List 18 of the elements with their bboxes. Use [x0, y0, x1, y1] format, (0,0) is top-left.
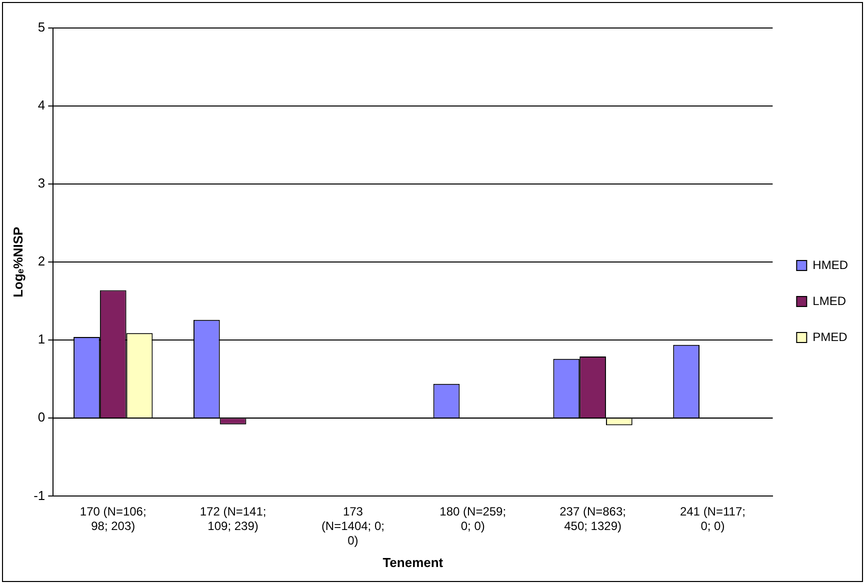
legend-label: HMED	[812, 258, 848, 272]
x-tick-label: 180 (N=259; 0; 0)	[440, 504, 506, 534]
legend-label: PMED	[812, 330, 848, 344]
x-tick-label: 173 (N=1404; 0; 0)	[321, 504, 384, 548]
y-tick-label: 1	[38, 332, 46, 347]
y-axis-title: Logₑ%NISP	[10, 226, 26, 298]
y-tick-label: -1	[34, 488, 46, 503]
y-tick-label: 3	[38, 176, 46, 191]
x-tick-label: 170 (N=106; 98; 203)	[80, 504, 146, 534]
x-tick-label: 241 (N=117; 0; 0)	[680, 504, 746, 534]
x-axis-title: Tenement	[382, 554, 444, 570]
x-tick-label: 237 (N=863; 450; 1329)	[560, 504, 626, 534]
x-tick-label: 172 (N=141; 109; 239)	[200, 504, 266, 534]
legend-label: LMED	[812, 294, 846, 308]
y-tick-label: 4	[38, 98, 46, 113]
y-tick-label: 2	[38, 254, 46, 269]
y-tick-label: 0	[38, 410, 46, 425]
y-tick-label: 5	[38, 20, 46, 35]
